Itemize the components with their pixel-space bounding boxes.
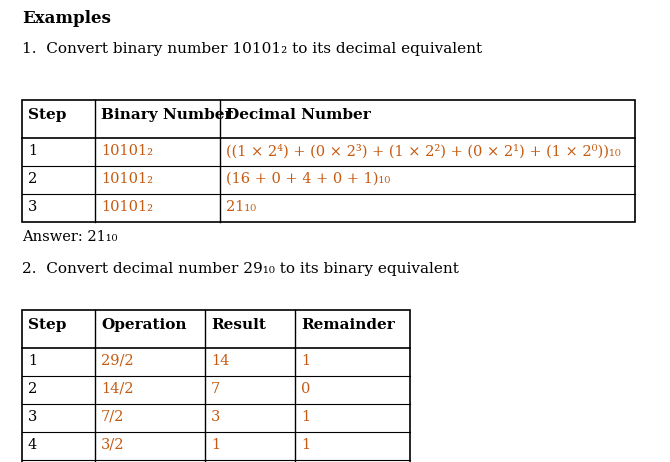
Text: Answer: 21₁₀: Answer: 21₁₀ [22, 230, 117, 244]
Text: 4: 4 [28, 438, 38, 452]
Text: Result: Result [211, 318, 266, 332]
Text: 10101₂: 10101₂ [101, 144, 153, 158]
Text: 1: 1 [211, 438, 220, 452]
Text: 3: 3 [28, 410, 38, 424]
Text: 1: 1 [28, 144, 37, 158]
Text: 7: 7 [211, 382, 220, 396]
Bar [22, 100, 635, 222]
Text: Decimal Number: Decimal Number [226, 108, 371, 122]
Text: 10101₂: 10101₂ [101, 200, 153, 214]
Text: 2.  Convert decimal number 29₁₀ to its binary equivalent: 2. Convert decimal number 29₁₀ to its bi… [22, 262, 459, 276]
Text: 21₁₀: 21₁₀ [226, 200, 256, 214]
Text: Step: Step [28, 318, 66, 332]
Text: 0: 0 [301, 382, 310, 396]
Text: Examples: Examples [22, 10, 111, 27]
Bar [22, 310, 410, 462]
Text: Step: Step [28, 108, 66, 122]
Text: 3/2: 3/2 [101, 438, 125, 452]
Text: 7/2: 7/2 [101, 410, 125, 424]
Text: 14: 14 [211, 354, 229, 368]
Text: 2: 2 [28, 382, 38, 396]
Text: Binary Number: Binary Number [101, 108, 232, 122]
Text: (16 + 0 + 4 + 0 + 1)₁₀: (16 + 0 + 4 + 0 + 1)₁₀ [226, 172, 390, 186]
Text: 1: 1 [301, 354, 310, 368]
Text: 1.  Convert binary number 10101₂ to its decimal equivalent: 1. Convert binary number 10101₂ to its d… [22, 42, 482, 56]
Text: 3: 3 [28, 200, 38, 214]
Text: ((1 × 2⁴) + (0 × 2³) + (1 × 2²) + (0 × 2¹) + (1 × 2⁰))₁₀: ((1 × 2⁴) + (0 × 2³) + (1 × 2²) + (0 × 2… [226, 144, 620, 158]
Text: 1: 1 [28, 354, 37, 368]
Text: 2: 2 [28, 172, 38, 186]
Text: 14/2: 14/2 [101, 382, 133, 396]
Text: 10101₂: 10101₂ [101, 172, 153, 186]
Text: 1: 1 [301, 410, 310, 424]
Text: Remainder: Remainder [301, 318, 395, 332]
Text: 1: 1 [301, 438, 310, 452]
Text: Operation: Operation [101, 318, 186, 332]
Text: 29/2: 29/2 [101, 354, 133, 368]
Text: 3: 3 [211, 410, 220, 424]
